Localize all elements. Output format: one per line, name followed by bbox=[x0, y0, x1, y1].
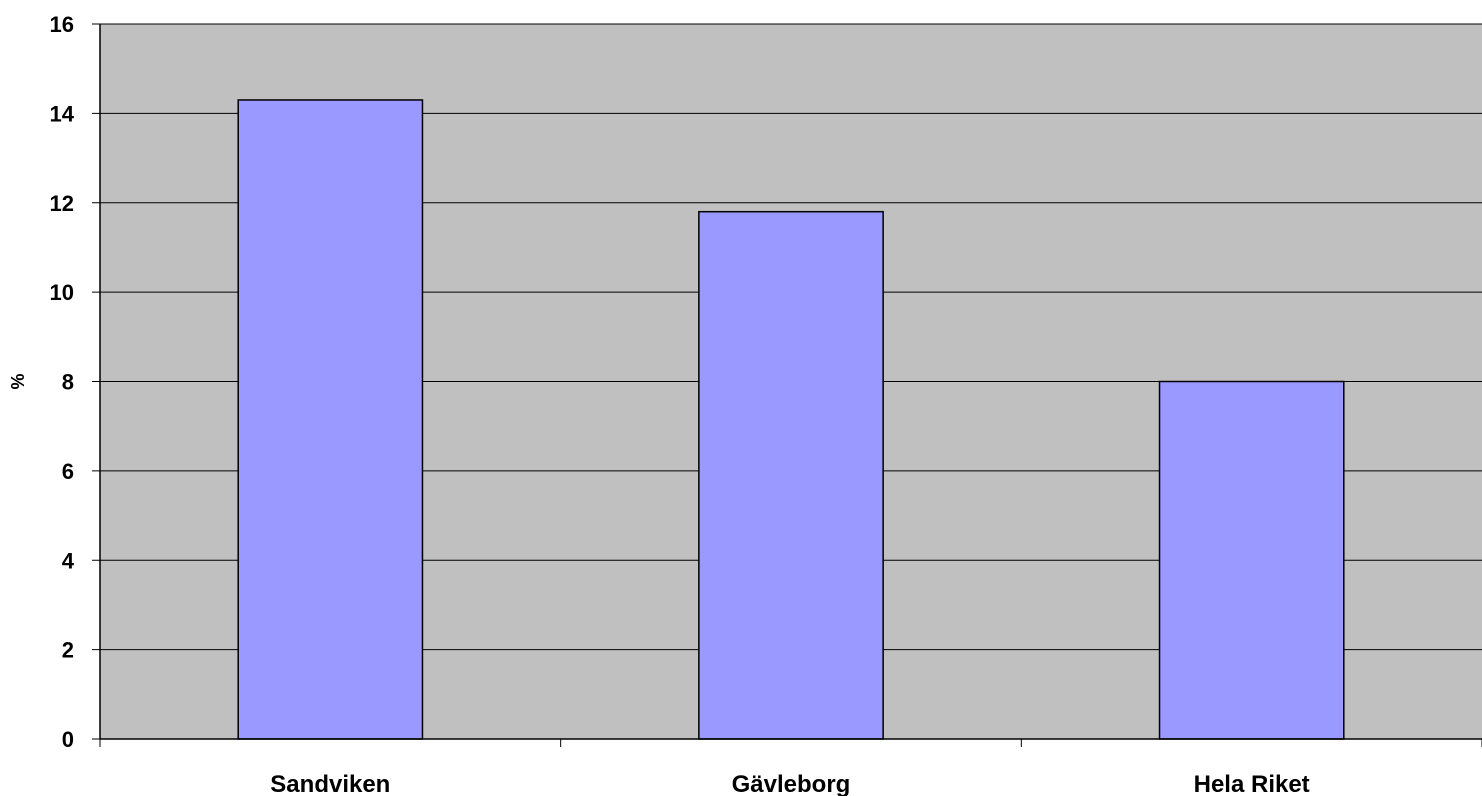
y-tick-label: 0 bbox=[62, 727, 74, 752]
bar-sandviken bbox=[237, 99, 424, 740]
y-tick-label: 16 bbox=[50, 12, 74, 37]
bar-hela-riket bbox=[1158, 380, 1345, 740]
y-tick-label: 12 bbox=[50, 191, 74, 216]
y-tick-label: 14 bbox=[50, 101, 75, 126]
x-category-label: Hela Riket bbox=[1194, 771, 1310, 796]
bars bbox=[237, 99, 1345, 740]
y-axis-title: % bbox=[8, 373, 28, 389]
x-category-label: Sandviken bbox=[270, 771, 390, 796]
x-category-labels: Sandviken Gävleborg Hela Riket bbox=[270, 771, 1309, 796]
x-category-label: Gävleborg bbox=[732, 771, 851, 796]
y-tick-label: 2 bbox=[62, 638, 74, 663]
y-tick-label: 10 bbox=[50, 280, 74, 305]
bar-gävleborg bbox=[698, 210, 884, 740]
y-tick-label: 8 bbox=[62, 370, 74, 395]
y-tick-label: 4 bbox=[62, 548, 75, 573]
axes bbox=[92, 23, 1482, 747]
y-tick-label: 6 bbox=[62, 459, 74, 484]
y-tick-labels: 0 2 4 6 8 10 12 14 16 bbox=[50, 12, 75, 752]
